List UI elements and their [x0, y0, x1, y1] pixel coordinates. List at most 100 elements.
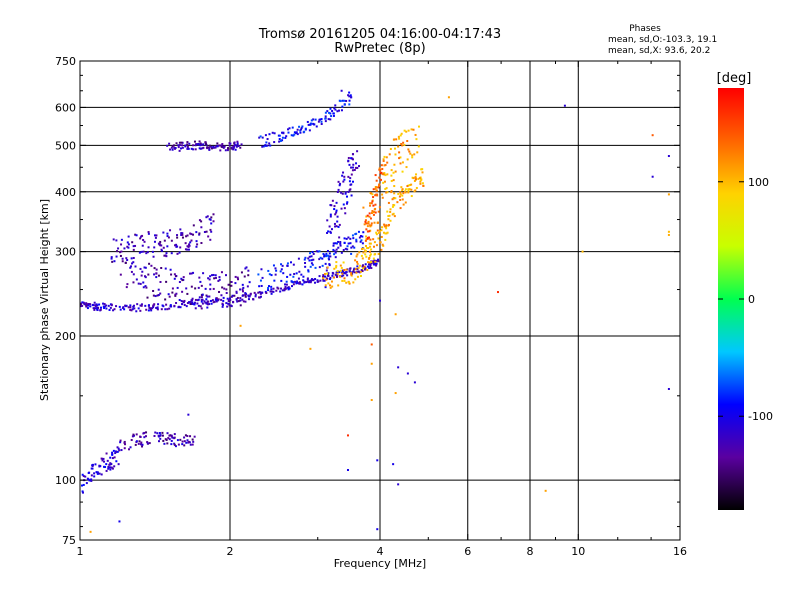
- data-point: [377, 260, 380, 263]
- data-point: [208, 218, 211, 221]
- data-point: [421, 168, 424, 171]
- data-point: [173, 277, 176, 280]
- data-point: [188, 301, 191, 304]
- data-point: [157, 434, 160, 437]
- data-point: [351, 157, 354, 160]
- data-point: [197, 304, 200, 307]
- data-point: [209, 228, 212, 231]
- data-point: [327, 254, 330, 257]
- data-point: [346, 434, 349, 437]
- data-point: [387, 218, 390, 221]
- data-point: [329, 118, 332, 121]
- data-point: [342, 180, 345, 183]
- grid-lines: [80, 61, 680, 540]
- data-point: [142, 432, 145, 435]
- data-point: [253, 291, 256, 294]
- data-point: [281, 131, 284, 134]
- data-point: [328, 225, 331, 228]
- data-point: [381, 193, 384, 196]
- data-point: [179, 306, 182, 309]
- data-point: [99, 308, 102, 311]
- data-point: [239, 299, 242, 302]
- data-point: [380, 235, 383, 238]
- data-point: [447, 96, 450, 99]
- data-point: [340, 109, 343, 112]
- data-point: [346, 469, 349, 472]
- data-point: [399, 162, 402, 165]
- data-point: [335, 211, 338, 214]
- data-point: [127, 243, 130, 246]
- data-point: [311, 263, 314, 266]
- data-point: [131, 241, 134, 244]
- data-point: [240, 143, 243, 146]
- data-point: [129, 446, 132, 449]
- data-point: [120, 243, 123, 246]
- data-point: [198, 232, 201, 235]
- data-point: [341, 99, 344, 102]
- data-point: [185, 305, 188, 308]
- data-point: [364, 245, 367, 248]
- data-point: [143, 240, 146, 243]
- data-point: [169, 268, 172, 271]
- data-point: [328, 255, 331, 258]
- data-point: [175, 292, 178, 295]
- data-point: [357, 230, 360, 233]
- data-point: [399, 193, 402, 196]
- data-point: [368, 230, 371, 233]
- data-point: [252, 298, 255, 301]
- data-point: [212, 220, 215, 223]
- data-point: [249, 292, 252, 295]
- data-point: [412, 177, 415, 180]
- data-point: [161, 304, 164, 307]
- data-point: [88, 479, 91, 482]
- data-point: [347, 156, 350, 159]
- data-point: [258, 136, 261, 139]
- data-point: [212, 273, 215, 276]
- axes: 1 2 4 6 8 10 16 75 100 200 300 400 500 600 750: [55, 55, 687, 558]
- data-point: [393, 192, 396, 195]
- data-point: [173, 146, 176, 149]
- data-point: [150, 264, 153, 267]
- data-point: [318, 275, 321, 278]
- data-point: [420, 178, 423, 181]
- data-point: [390, 190, 393, 193]
- data-point: [236, 140, 239, 143]
- data-point: [200, 242, 203, 245]
- data-point: [354, 268, 357, 271]
- data-point: [159, 437, 162, 440]
- data-point: [218, 278, 221, 281]
- data-point: [344, 191, 347, 194]
- data-point: [243, 275, 246, 278]
- data-point: [138, 251, 141, 254]
- data-point: [190, 285, 193, 288]
- data-point: [166, 442, 169, 445]
- data-point: [333, 205, 336, 208]
- data-point: [154, 236, 157, 239]
- data-point: [326, 274, 329, 277]
- data-point: [272, 290, 275, 293]
- data-point: [298, 125, 301, 128]
- data-point: [188, 243, 191, 246]
- data-point: [412, 128, 415, 131]
- data-point: [129, 266, 132, 269]
- data-point: [233, 143, 236, 146]
- data-point: [273, 132, 276, 135]
- data-point: [228, 297, 231, 300]
- data-point: [417, 177, 420, 180]
- data-point: [258, 291, 261, 294]
- data-point: [186, 143, 189, 146]
- data-point: [361, 235, 364, 238]
- y-tick-label: 100: [55, 474, 76, 487]
- data-point: [347, 281, 350, 284]
- data-point: [285, 283, 288, 286]
- data-point: [308, 259, 311, 262]
- data-point: [214, 276, 217, 279]
- data-point: [236, 276, 239, 279]
- data-point: [336, 270, 339, 273]
- data-point: [222, 145, 225, 148]
- data-point: [166, 235, 169, 238]
- data-point: [89, 305, 92, 308]
- data-point: [350, 272, 353, 275]
- data-point: [313, 281, 316, 284]
- data-point: [82, 475, 85, 478]
